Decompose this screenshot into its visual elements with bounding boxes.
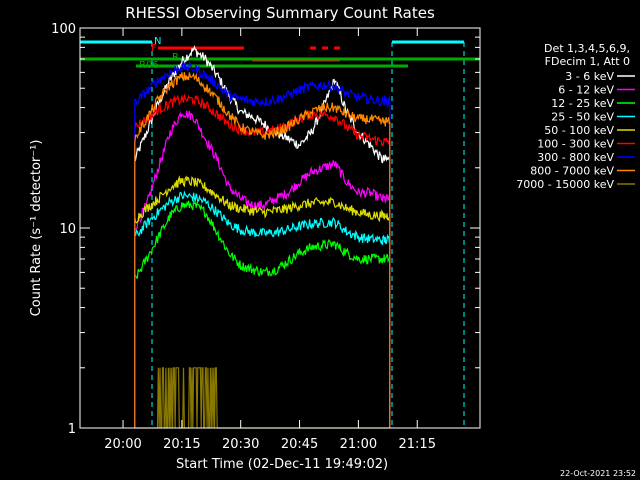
series-line-7: [134, 72, 391, 428]
x-axis-ticks: 20:00 20:15 20:30 20:45 21:00 21:15: [104, 28, 436, 452]
x-tick-label-4: 21:00: [340, 437, 377, 452]
legend-label-4: 50 - 100 keV: [544, 124, 614, 137]
legend-label-3: 25 - 50 keV: [551, 111, 614, 124]
legend-label-2: 12 - 25 keV: [551, 97, 614, 110]
series-line-2: [134, 200, 391, 428]
legend-header-line-1: Det 1,3,4,5,6,9,: [544, 42, 630, 55]
series-line-1: [134, 110, 391, 428]
x-axis-label: Start Time (02-Dec-11 19:49:02): [176, 457, 388, 472]
y-axis-label: Count Rate (s⁻¹ detector⁻¹): [29, 140, 44, 317]
legend-label-7: 800 - 7000 keV: [530, 165, 614, 178]
flag-label-R: R: [172, 52, 179, 63]
chart-title: RHESSI Observing Summary Count Rates: [125, 4, 435, 22]
legend-label-6: 300 - 800 keV: [537, 151, 614, 164]
series-line-6: [134, 60, 391, 428]
generation-timestamp: 22-Oct-2021 23:52: [560, 469, 636, 478]
y-tick-label-0: 1: [68, 422, 76, 437]
series-line-3: [134, 190, 391, 428]
flag-label-F: F: [151, 43, 157, 54]
legend: Det 1,3,4,5,6,9, FDecim 1, Att 0 3 - 6 k…: [516, 42, 635, 191]
y-tick-label-1: 10: [59, 222, 76, 237]
flag-label-R06: R06: [139, 60, 159, 71]
flag-label-N: N: [154, 36, 161, 47]
y-axis-ticks: 1 10 100: [51, 22, 480, 437]
legend-label-0: 3 - 6 keV: [565, 70, 614, 83]
x-tick-label-2: 20:30: [222, 437, 259, 452]
y-tick-label-2: 100: [51, 22, 76, 37]
x-tick-label-5: 21:15: [399, 437, 436, 452]
legend-label-8: 7000 - 15000 keV: [516, 178, 614, 191]
x-tick-label-0: 20:00: [104, 437, 141, 452]
x-tick-label-3: 20:45: [281, 437, 318, 452]
legend-header-line-2: FDecim 1, Att 0: [545, 55, 630, 68]
legend-label-5: 100 - 300 keV: [537, 138, 614, 151]
x-tick-label-1: 20:15: [163, 437, 200, 452]
legend-label-1: 6 - 12 keV: [558, 84, 614, 97]
series-line-4: [134, 175, 391, 428]
